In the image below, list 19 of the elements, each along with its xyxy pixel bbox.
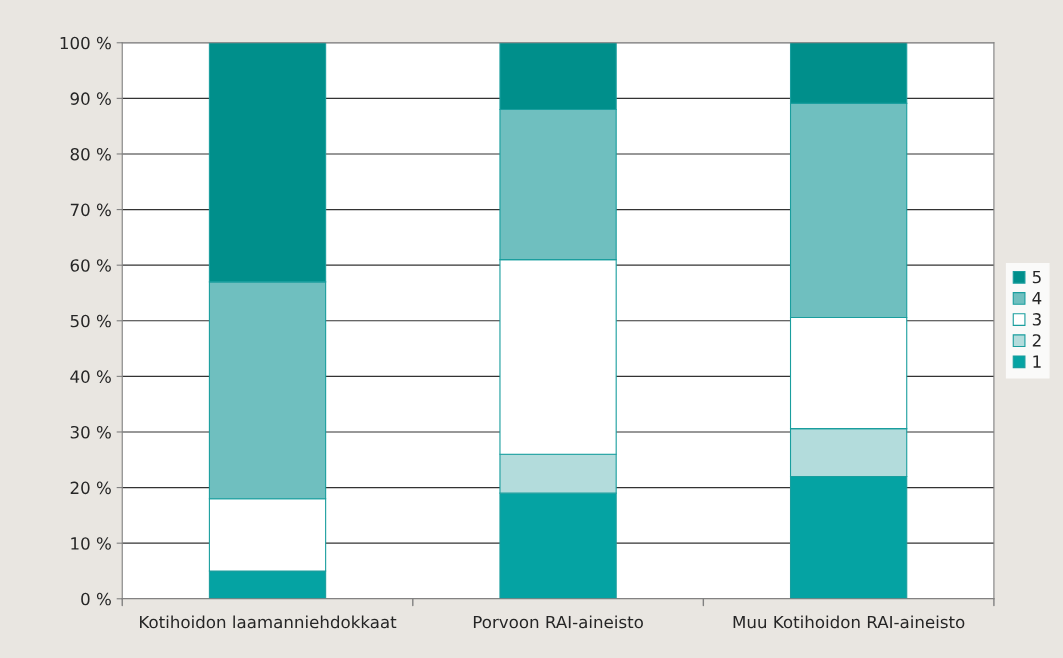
y-tick-label: 100 % (60, 36, 111, 50)
legend-label: 4 (1032, 292, 1042, 305)
y-tick-label: 40 % (70, 370, 111, 383)
x-tick-label: Muu Kotihoidon RAI-aineisto (733, 615, 965, 629)
legend-label: 2 (1032, 334, 1041, 347)
y-tick-label: 30 % (70, 425, 111, 439)
y-tick-label: 50 % (70, 314, 111, 328)
y-tick-label: 60 % (70, 259, 111, 272)
y-tick-label: 90 % (70, 92, 111, 105)
y-tick-label: 20 % (70, 481, 111, 495)
y-tick-label: 80 % (70, 147, 111, 161)
x-tick-label: Porvoon RAI-aineisto (473, 615, 643, 629)
y-tick-label: 70 % (70, 203, 111, 217)
x-tick-label: Kotihoidon laamanniehdokkaat (140, 615, 397, 629)
y-tick-label: 10 % (71, 537, 111, 550)
legend-label: 1 (1033, 355, 1041, 368)
legend-label: 5 (1032, 270, 1041, 284)
legend-label: 3 (1032, 313, 1041, 326)
y-tick-label: 0 % (81, 592, 111, 606)
